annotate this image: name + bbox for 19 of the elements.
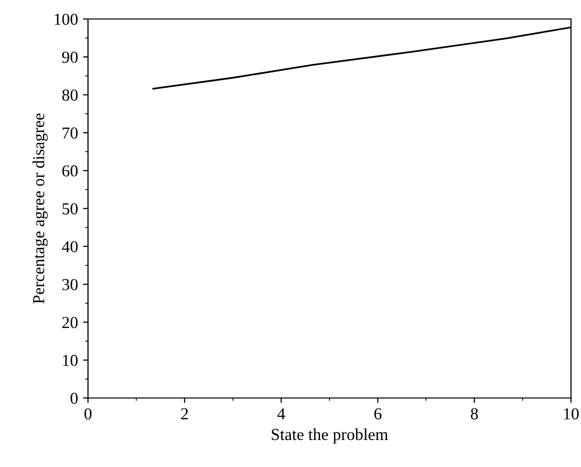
x-tick-label: 8 — [470, 408, 478, 420]
x-tick-label: 10 — [564, 408, 579, 420]
y-axis-title: Percentage agree or disagree — [32, 114, 48, 304]
y-tick-label: 100 — [54, 14, 78, 25]
y-tick-label: 70 — [62, 127, 78, 139]
y-tick-label: 30 — [62, 279, 78, 290]
x-tick-label: 0 — [84, 408, 92, 420]
y-tick-label: 50 — [62, 203, 78, 214]
x-tick-label: 4 — [277, 408, 286, 420]
y-tick-label: 60 — [62, 165, 78, 177]
y-tick-label: 20 — [62, 316, 78, 328]
x-axis-title: State the problem — [272, 428, 388, 444]
x-tick-label: 6 — [374, 408, 382, 420]
x-tick-label: 2 — [181, 408, 188, 420]
y-tick-label: 0 — [70, 392, 78, 404]
y-tick-label: 10 — [63, 354, 78, 366]
y-tick-label: 80 — [62, 90, 78, 101]
y-tick-label: 90 — [62, 52, 78, 63]
y-tick-label: 40 — [62, 241, 78, 252]
